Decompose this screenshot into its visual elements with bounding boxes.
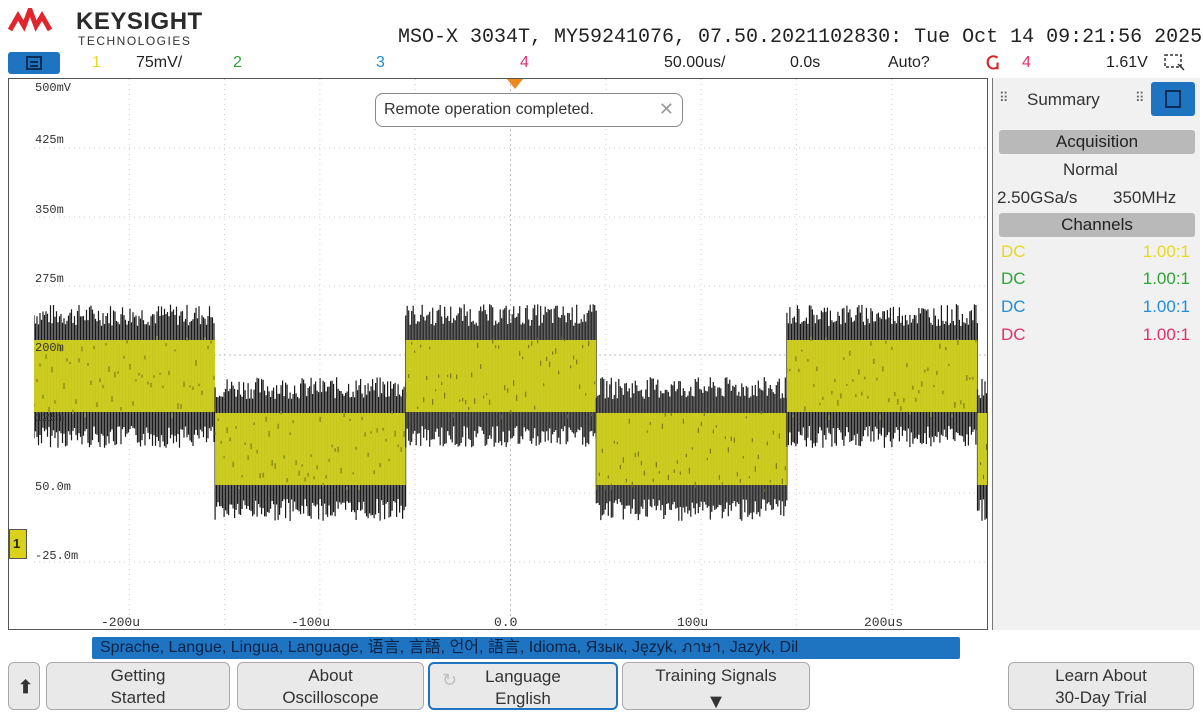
y-axis-label: 200m <box>35 341 64 355</box>
trigger-source[interactable]: 4 <box>1022 54 1031 71</box>
softkey-label: About <box>308 666 353 685</box>
about-oscilloscope-softkey[interactable]: About Oscilloscope <box>237 662 424 710</box>
toast-message: Remote operation completed. <box>384 101 594 118</box>
learn-about-trial-softkey[interactable]: Learn About 30-Day Trial <box>1008 662 1194 710</box>
timebase-scale[interactable]: 50.00us/ <box>664 54 726 71</box>
notification-toast: Remote operation completed. ✕ <box>375 93 683 127</box>
drag-handle-icon[interactable]: ⠿ <box>1135 90 1145 105</box>
y-axis-label: 350m <box>35 203 64 217</box>
channel1-probe-ratio: 1.00:1 <box>1142 242 1190 261</box>
channel4-label[interactable]: 4 <box>520 54 529 71</box>
softkey-label: Training Signals <box>655 666 777 685</box>
trace-speckle <box>977 444 987 480</box>
channel3-coupling: DC <box>1001 297 1026 316</box>
softkey-label: Getting <box>110 666 166 685</box>
y-axis-label: 425m <box>35 133 64 147</box>
close-icon[interactable]: ✕ <box>658 99 674 119</box>
trace-speckle <box>786 336 977 420</box>
status-bar: 1 75mV/ 2 3 4 50.00us/ 0.0s Auto? Ⴚ 4 1.… <box>0 52 1203 76</box>
trigger-mode[interactable]: Auto? <box>888 54 930 71</box>
y-axis-label: 125m <box>35 411 64 425</box>
trace-core <box>786 340 978 412</box>
trace-speckle <box>405 336 596 420</box>
softkey-label: Oscilloscope <box>282 688 379 707</box>
language-softkey[interactable]: ↻ Language English <box>428 662 618 710</box>
waveform-display[interactable]: 500mV 425m 350m 275m 200m 125m 50.0m -25… <box>8 78 988 630</box>
trigger-position-marker[interactable] <box>507 79 523 89</box>
getting-started-softkey[interactable]: Getting Started <box>46 662 230 710</box>
menu-icon <box>26 56 42 70</box>
channels-header: Channels <box>999 213 1195 237</box>
instrument-title: MSO-X 3034T, MY59241076, 07.50.202110283… <box>398 26 1203 49</box>
graticule <box>34 79 987 629</box>
channel2-coupling: DC <box>1001 269 1026 288</box>
channel1-scale[interactable]: 75mV/ <box>136 54 183 71</box>
brand-name: KEYSIGHT <box>76 8 203 35</box>
sample-rate: 2.50GSa/s <box>997 188 1078 207</box>
y-axis-label: 500mV <box>35 81 72 95</box>
acquisition-header: Acquisition <box>999 130 1195 154</box>
down-arrow-icon: ▼ <box>706 691 726 713</box>
softkey-label: Started <box>110 688 166 707</box>
trace-core <box>405 340 597 412</box>
trace-core <box>215 413 406 485</box>
up-arrow-icon: ⬆ <box>18 677 34 697</box>
menu-icon <box>1165 90 1181 108</box>
channel1-ground-marker[interactable] <box>9 529 27 559</box>
rotate-knob-icon: ↻ <box>442 670 458 690</box>
summary-panel: ⠿ Summary ⠿ Acquisition Normal 2.50GSa/s… <box>992 78 1200 630</box>
main-menu-button[interactable] <box>8 52 60 74</box>
x-axis-label: -200u <box>101 615 141 630</box>
channel1-label[interactable]: 1 <box>92 54 101 71</box>
channel4-probe-ratio: 1.00:1 <box>1142 325 1190 344</box>
channel4-coupling: DC <box>1001 325 1026 344</box>
y-axis-label: 275m <box>35 272 64 286</box>
softkey-label: Learn About <box>1055 666 1147 685</box>
drag-handle-icon[interactable]: ⠿ <box>999 90 1009 105</box>
acquisition-mode: Normal <box>1063 160 1118 179</box>
trace-speckle <box>34 336 215 419</box>
trace-core <box>596 413 787 485</box>
channel3-probe-ratio: 1.00:1 <box>1142 297 1190 316</box>
horizontal-delay[interactable]: 0.0s <box>790 54 821 71</box>
trigger-edge-icon: Ⴚ <box>986 56 1000 73</box>
trace-speckle <box>595 410 786 492</box>
y-axis-label: 50.0m <box>35 480 72 494</box>
trace-core <box>977 413 987 485</box>
x-axis-label: -100u <box>291 615 331 630</box>
channel2-probe-ratio: 1.00:1 <box>1142 269 1190 288</box>
trace-speckle <box>214 411 405 490</box>
trace-core <box>34 340 216 412</box>
keysight-wave-icon <box>8 8 53 32</box>
brand-subtitle: TECHNOLOGIES <box>78 34 192 48</box>
back-button[interactable]: ⬆ <box>8 662 40 710</box>
bandwidth: 350MHz <box>1113 188 1177 207</box>
softkey-label: 30-Day Trial <box>1055 688 1147 707</box>
y-axis-label: -25.0m <box>35 549 79 563</box>
zoom-selection-icon[interactable] <box>1164 52 1186 77</box>
channel2-label[interactable]: 2 <box>233 54 242 71</box>
language-bar[interactable]: Sprache, Langue, Lingua, Language, 语言, 言… <box>92 637 960 659</box>
summary-title: Summary <box>1027 90 1100 109</box>
trigger-level[interactable]: 1.61V <box>1106 54 1148 71</box>
channel3-label[interactable]: 3 <box>376 54 385 71</box>
panel-menu-button[interactable] <box>1151 82 1195 116</box>
softkey-label: Language <box>485 667 561 686</box>
softkey-label: English <box>495 689 551 708</box>
keysight-logo: KEYSIGHT TECHNOLOGIES <box>8 6 202 48</box>
x-axis-label: 100u <box>677 615 709 630</box>
x-axis-label: 200us <box>864 615 904 630</box>
training-signals-softkey[interactable]: Training Signals ▼ <box>622 662 810 713</box>
summary-header: ⠿ Summary ⠿ <box>993 78 1201 118</box>
x-axis-label: 0.0 <box>494 615 518 630</box>
channel1-coupling: DC <box>1001 242 1026 261</box>
